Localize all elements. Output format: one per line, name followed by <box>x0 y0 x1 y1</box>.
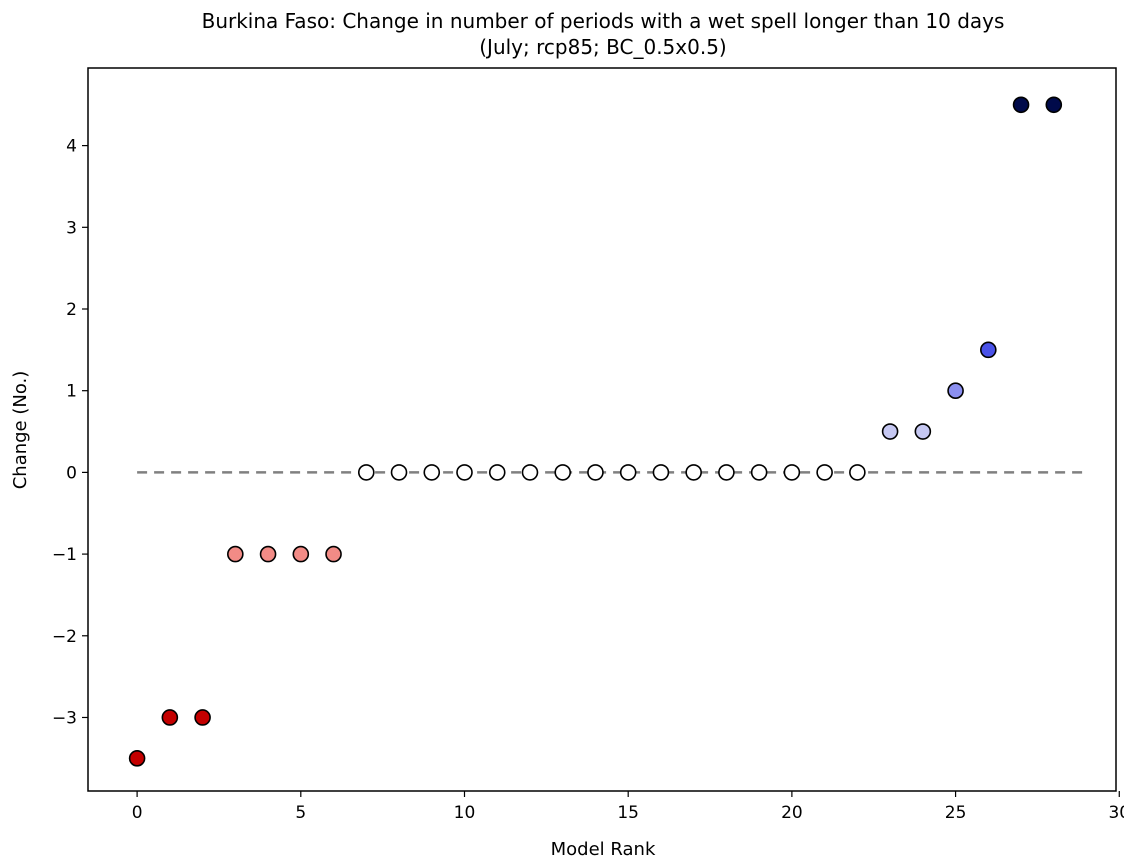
data-point <box>718 464 735 481</box>
data-point <box>750 464 768 481</box>
data-point <box>1012 96 1030 114</box>
y-axis-ticks: −3 −2 −1 0 1 2 3 4 <box>52 137 88 728</box>
data-point <box>554 464 572 481</box>
x-tick-label: 30 <box>1108 803 1124 823</box>
y-tick-label: −3 <box>52 708 77 728</box>
data-point <box>685 464 702 481</box>
x-axis-label: Model Rank <box>551 839 656 860</box>
x-tick-label: 5 <box>295 803 306 823</box>
x-tick-label: 20 <box>781 803 803 823</box>
data-point <box>980 341 997 359</box>
data-point <box>227 545 244 563</box>
data-point <box>849 464 866 481</box>
y-tick-label: 3 <box>66 218 77 238</box>
x-tick-label: 10 <box>454 803 476 823</box>
data-point <box>292 545 310 563</box>
data-point <box>259 545 277 563</box>
data-point <box>521 464 539 481</box>
data-point <box>881 423 899 440</box>
data-point <box>947 382 964 399</box>
data-point <box>914 423 932 440</box>
data-point <box>390 464 408 481</box>
data-point <box>128 750 146 767</box>
plot-area-frame <box>87 67 1117 792</box>
x-tick-label: 25 <box>945 803 967 823</box>
data-point <box>816 464 833 481</box>
data-point <box>587 464 604 481</box>
x-tick-label: 15 <box>617 803 639 823</box>
x-tick-label: 0 <box>132 803 143 823</box>
data-point <box>161 709 179 726</box>
data-points-layer <box>128 96 1063 767</box>
data-point <box>456 464 473 481</box>
data-point <box>652 464 670 481</box>
y-tick-label: 1 <box>66 382 77 402</box>
y-tick-label: −1 <box>52 545 77 565</box>
data-point <box>423 464 441 481</box>
chart-title: Burkina Faso: Change in number of period… <box>202 9 1005 33</box>
y-tick-label: 2 <box>66 300 77 320</box>
data-point <box>1045 96 1063 114</box>
y-axis-label: Change (No.) <box>10 371 31 490</box>
data-point <box>325 545 342 563</box>
chart-subtitle: (July; rcp85; BC_0.5x0.5) <box>479 35 726 59</box>
x-axis-ticks: 0 5 10 15 20 25 30 <box>132 791 1124 823</box>
data-point <box>783 464 801 481</box>
y-tick-label: 0 <box>66 463 77 483</box>
y-tick-label: 4 <box>66 137 77 157</box>
data-point <box>488 464 506 481</box>
data-point <box>194 709 211 726</box>
y-tick-label: −2 <box>52 627 77 647</box>
data-point <box>357 464 375 481</box>
data-point <box>619 464 637 481</box>
